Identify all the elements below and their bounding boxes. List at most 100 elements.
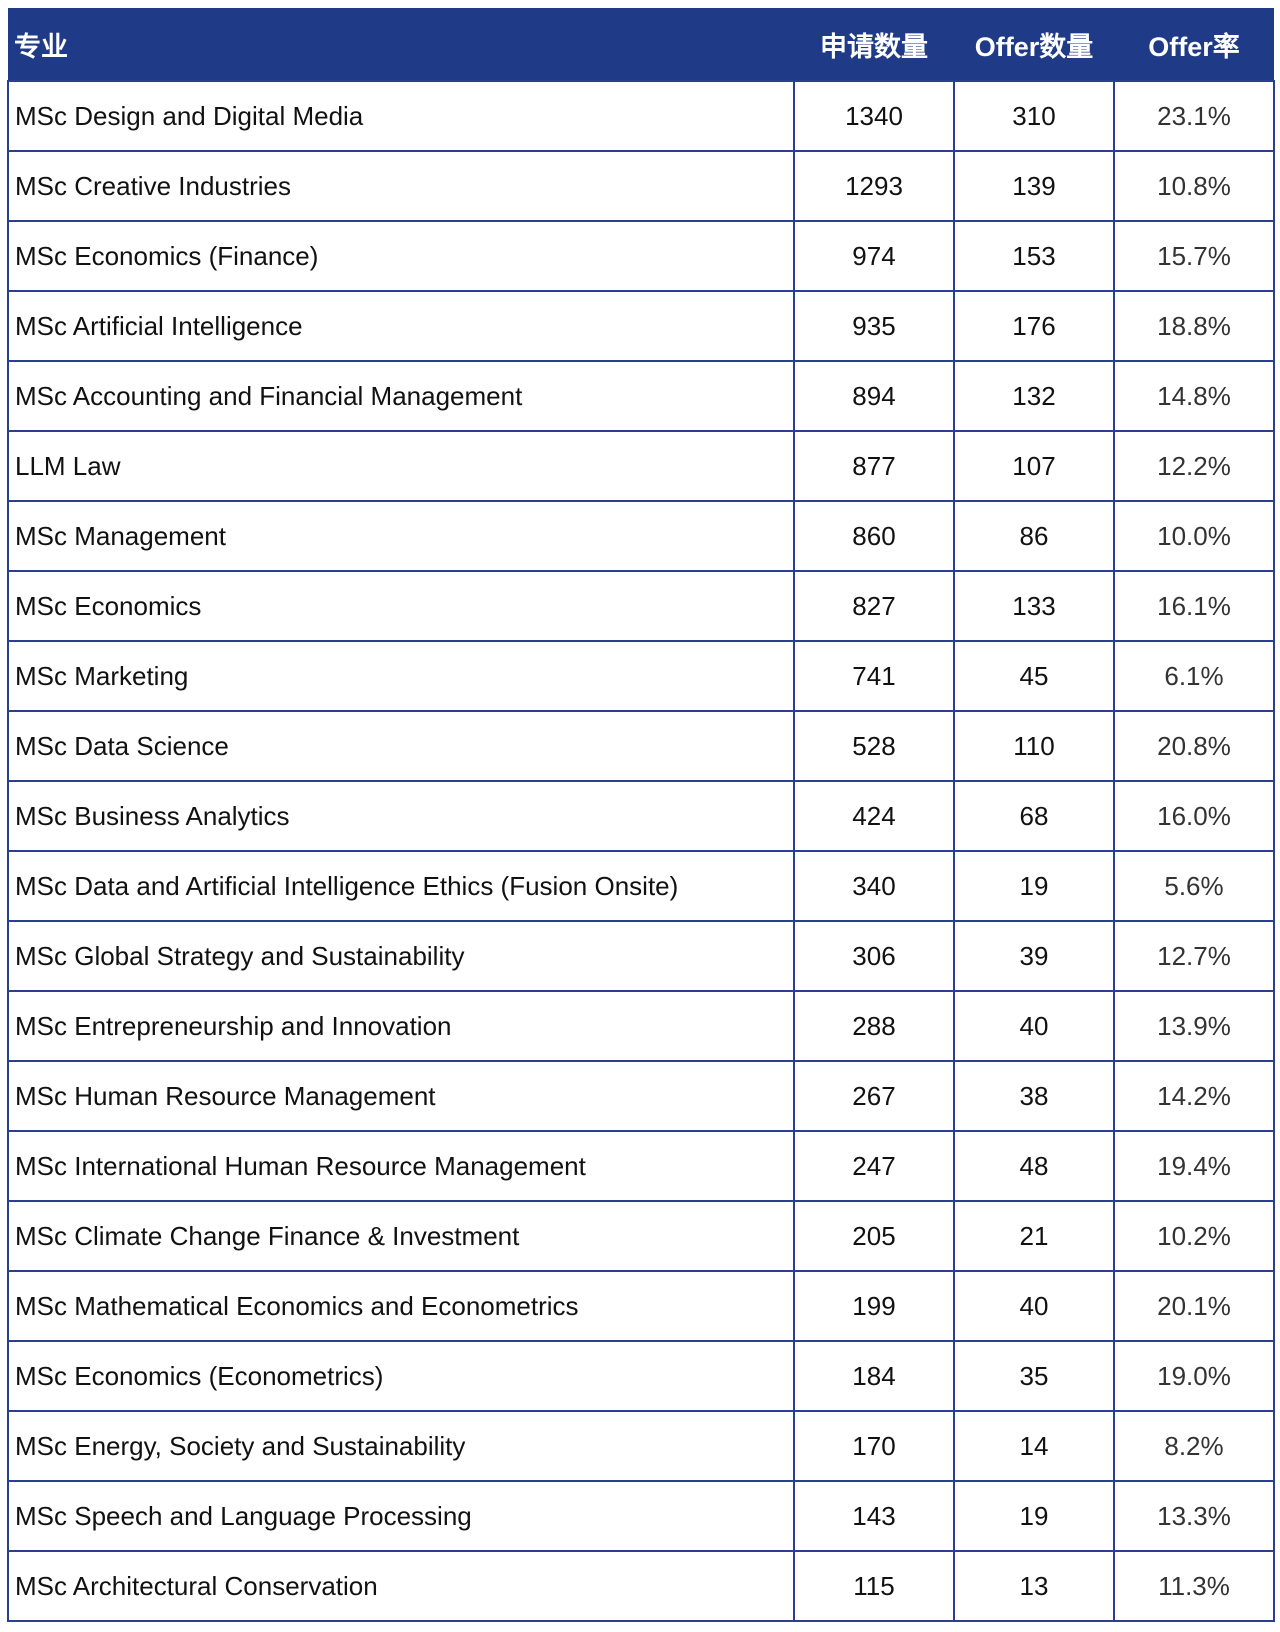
offer-rate-cell: 14.8%: [1113, 360, 1275, 432]
table-row: MSc Global Strategy and Sustainability 30…: [7, 920, 1275, 992]
offers-cell: 176: [953, 290, 1115, 362]
applications-cell: 306: [793, 920, 955, 992]
offers-cell: 107: [953, 430, 1115, 502]
applications-cell: 247: [793, 1130, 955, 1202]
offer-rate-cell: 15.7%: [1113, 220, 1275, 292]
table-row: MSc Artificial Intelligence 935 176 18.8%: [7, 290, 1275, 362]
offers-cell: 35: [953, 1340, 1115, 1412]
program-cell: MSc Management: [7, 500, 795, 572]
table-row: MSc Data and Artificial Intelligence Eth…: [7, 850, 1275, 922]
offer-rate-cell: 10.2%: [1113, 1200, 1275, 1272]
offer-rate-cell: 19.0%: [1113, 1340, 1275, 1412]
table-row: MSc Architectural Conservation 115 13 11.3%: [7, 1550, 1275, 1622]
offer-rate-cell: 6.1%: [1113, 640, 1275, 712]
offer-rate-cell: 8.2%: [1113, 1410, 1275, 1482]
offer-rate-cell: 12.2%: [1113, 430, 1275, 502]
header-offer-rate: Offer率: [1114, 8, 1274, 81]
applications-cell: 288: [793, 990, 955, 1062]
offer-rate-cell: 16.1%: [1113, 570, 1275, 642]
table-row: MSc Entrepreneurship and Innovation 288 40…: [7, 990, 1275, 1062]
offer-rate-cell: 16.0%: [1113, 780, 1275, 852]
table-row: MSc Human Resource Management 267 38 14.2%: [7, 1060, 1275, 1132]
program-cell: MSc Data Science: [7, 710, 795, 782]
applications-cell: 184: [793, 1340, 955, 1412]
table-row: MSc Mathematical Economics and Econometr…: [7, 1270, 1275, 1342]
applications-cell: 860: [793, 500, 955, 572]
program-cell: MSc Artificial Intelligence: [7, 290, 795, 362]
program-cell: MSc Speech and Language Processing: [7, 1480, 795, 1552]
table-row: MSc Marketing 741 45 6.1%: [7, 640, 1275, 712]
program-cell: MSc Mathematical Economics and Econometr…: [7, 1270, 795, 1342]
offers-cell: 139: [953, 150, 1115, 222]
applications-cell: 143: [793, 1480, 955, 1552]
applications-cell: 935: [793, 290, 955, 362]
offer-rate-cell: 23.1%: [1113, 80, 1275, 152]
offers-cell: 45: [953, 640, 1115, 712]
program-cell: MSc Energy, Society and Sustainability: [7, 1410, 795, 1482]
offers-cell: 39: [953, 920, 1115, 992]
offer-rate-cell: 11.3%: [1113, 1550, 1275, 1622]
table-row: MSc Economics 827 133 16.1%: [7, 570, 1275, 642]
header-applications: 申请数量: [794, 8, 954, 81]
applications-cell: 205: [793, 1200, 955, 1272]
offer-rate-cell: 10.8%: [1113, 150, 1275, 222]
table-row: MSc Climate Change Finance & Investment 2…: [7, 1200, 1275, 1272]
applications-cell: 827: [793, 570, 955, 642]
offers-cell: 38: [953, 1060, 1115, 1132]
table-row: MSc International Human Resource Managem…: [7, 1130, 1275, 1202]
offers-cell: 310: [953, 80, 1115, 152]
program-cell: MSc Marketing: [7, 640, 795, 712]
header-program: 专业: [8, 8, 794, 81]
applications-cell: 1293: [793, 150, 955, 222]
program-cell: MSc Architectural Conservation: [7, 1550, 795, 1622]
table-row: MSc Energy, Society and Sustainability 17…: [7, 1410, 1275, 1482]
offer-rate-cell: 20.1%: [1113, 1270, 1275, 1342]
offers-cell: 21: [953, 1200, 1115, 1272]
applications-cell: 1340: [793, 80, 955, 152]
table-row: MSc Data Science 528 110 20.8%: [7, 710, 1275, 782]
program-cell: MSc Economics (Econometrics): [7, 1340, 795, 1412]
applications-cell: 741: [793, 640, 955, 712]
offers-cell: 14: [953, 1410, 1115, 1482]
applications-cell: 170: [793, 1410, 955, 1482]
offers-cell: 86: [953, 500, 1115, 572]
offer-rate-cell: 5.6%: [1113, 850, 1275, 922]
program-cell: MSc Economics (Finance): [7, 220, 795, 292]
offer-rate-cell: 19.4%: [1113, 1130, 1275, 1202]
offer-rate-cell: 10.0%: [1113, 500, 1275, 572]
program-cell: MSc Global Strategy and Sustainability: [7, 920, 795, 992]
program-cell: MSc Creative Industries: [7, 150, 795, 222]
applications-cell: 528: [793, 710, 955, 782]
applications-cell: 199: [793, 1270, 955, 1342]
offers-cell: 48: [953, 1130, 1115, 1202]
table-row: MSc Management 860 86 10.0%: [7, 500, 1275, 572]
offer-rate-cell: 18.8%: [1113, 290, 1275, 362]
program-cell: MSc Climate Change Finance & Investment: [7, 1200, 795, 1272]
offer-rate-cell: 20.8%: [1113, 710, 1275, 782]
table-row: MSc Creative Industries 1293 139 10.8%: [7, 150, 1275, 222]
program-cell: MSc Entrepreneurship and Innovation: [7, 990, 795, 1062]
offer-rate-cell: 13.3%: [1113, 1480, 1275, 1552]
applications-cell: 267: [793, 1060, 955, 1132]
offer-rate-cell: 12.7%: [1113, 920, 1275, 992]
table-row: MSc Speech and Language Processing 143 19 1…: [7, 1480, 1275, 1552]
offers-cell: 40: [953, 990, 1115, 1062]
program-cell: MSc Human Resource Management: [7, 1060, 795, 1132]
offer-rate-cell: 14.2%: [1113, 1060, 1275, 1132]
offers-cell: 153: [953, 220, 1115, 292]
table-row: MSc Economics (Finance) 974 153 15.7%: [7, 220, 1275, 292]
table-row: LLM Law 877 107 12.2%: [7, 430, 1275, 502]
table-row: MSc Business Analytics 424 68 16.0%: [7, 780, 1275, 852]
applications-cell: 974: [793, 220, 955, 292]
program-cell: LLM Law: [7, 430, 795, 502]
program-cell: MSc Data and Artificial Intelligence Eth…: [7, 850, 795, 922]
applications-cell: 877: [793, 430, 955, 502]
offers-cell: 68: [953, 780, 1115, 852]
offer-rate-cell: 13.9%: [1113, 990, 1275, 1062]
program-cell: MSc Accounting and Financial Management: [7, 360, 795, 432]
offers-cell: 110: [953, 710, 1115, 782]
offer-statistics-table: 专业 申请数量 Offer数量 Offer率 MSc Design and Di…: [7, 8, 1275, 1622]
table-row: MSc Design and Digital Media 1340 310 23.1%: [7, 80, 1275, 152]
table-header-row: 专业 申请数量 Offer数量 Offer率: [8, 8, 1274, 81]
offers-cell: 40: [953, 1270, 1115, 1342]
